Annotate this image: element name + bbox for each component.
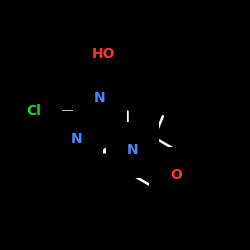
Text: O: O [170, 168, 182, 182]
Text: N: N [127, 143, 138, 157]
Text: N: N [70, 132, 82, 146]
Text: HO: HO [92, 47, 116, 61]
Text: Cl: Cl [26, 104, 41, 118]
Text: N: N [94, 90, 106, 104]
